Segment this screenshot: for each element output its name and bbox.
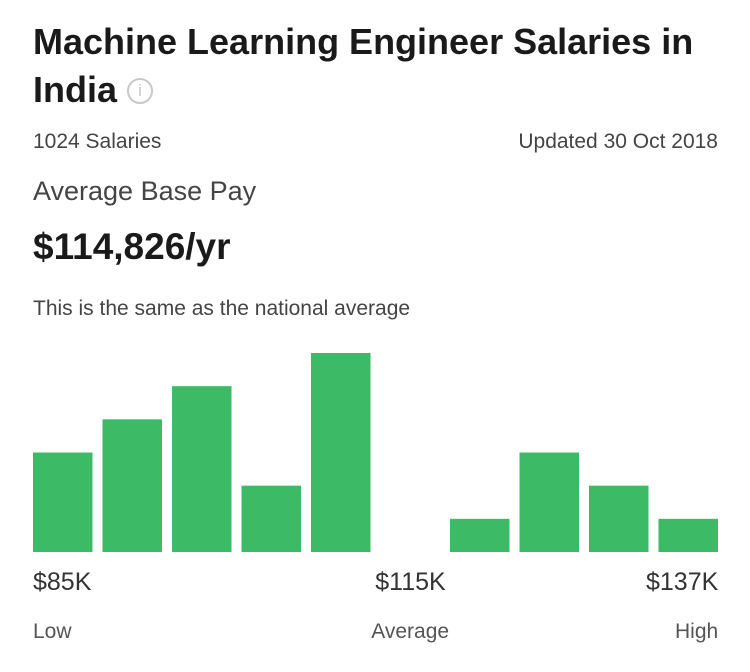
page-title: Machine Learning Engineer Salaries in In… <box>33 18 723 114</box>
comparison: This is the same as the national average <box>33 297 411 320</box>
updated-date: Updated 30 Oct 2018 <box>518 130 718 153</box>
title-text: Machine Learning Engineer Salaries in In… <box>33 21 694 110</box>
info-icon[interactable]: i <box>127 78 154 104</box>
range-amount: $115K <box>375 568 446 596</box>
bar <box>589 485 649 552</box>
range-caption: Low <box>33 620 72 643</box>
pay-amount: $114,826/yr <box>33 226 231 267</box>
bar <box>172 386 232 552</box>
bar <box>102 419 162 552</box>
pay-label: Average Base Pay <box>33 176 257 206</box>
salary-count: 1024 Salaries <box>33 130 162 153</box>
range-caption: High <box>675 620 719 643</box>
range-amount: $85K <box>33 568 92 596</box>
histogram <box>33 353 718 552</box>
range-caption: Average <box>371 620 450 643</box>
bar <box>311 353 371 552</box>
range-amount: $137K <box>646 568 719 596</box>
bar <box>241 485 301 552</box>
bar <box>519 452 579 552</box>
bar <box>33 452 93 552</box>
bar <box>658 518 718 552</box>
bar <box>450 518 510 552</box>
